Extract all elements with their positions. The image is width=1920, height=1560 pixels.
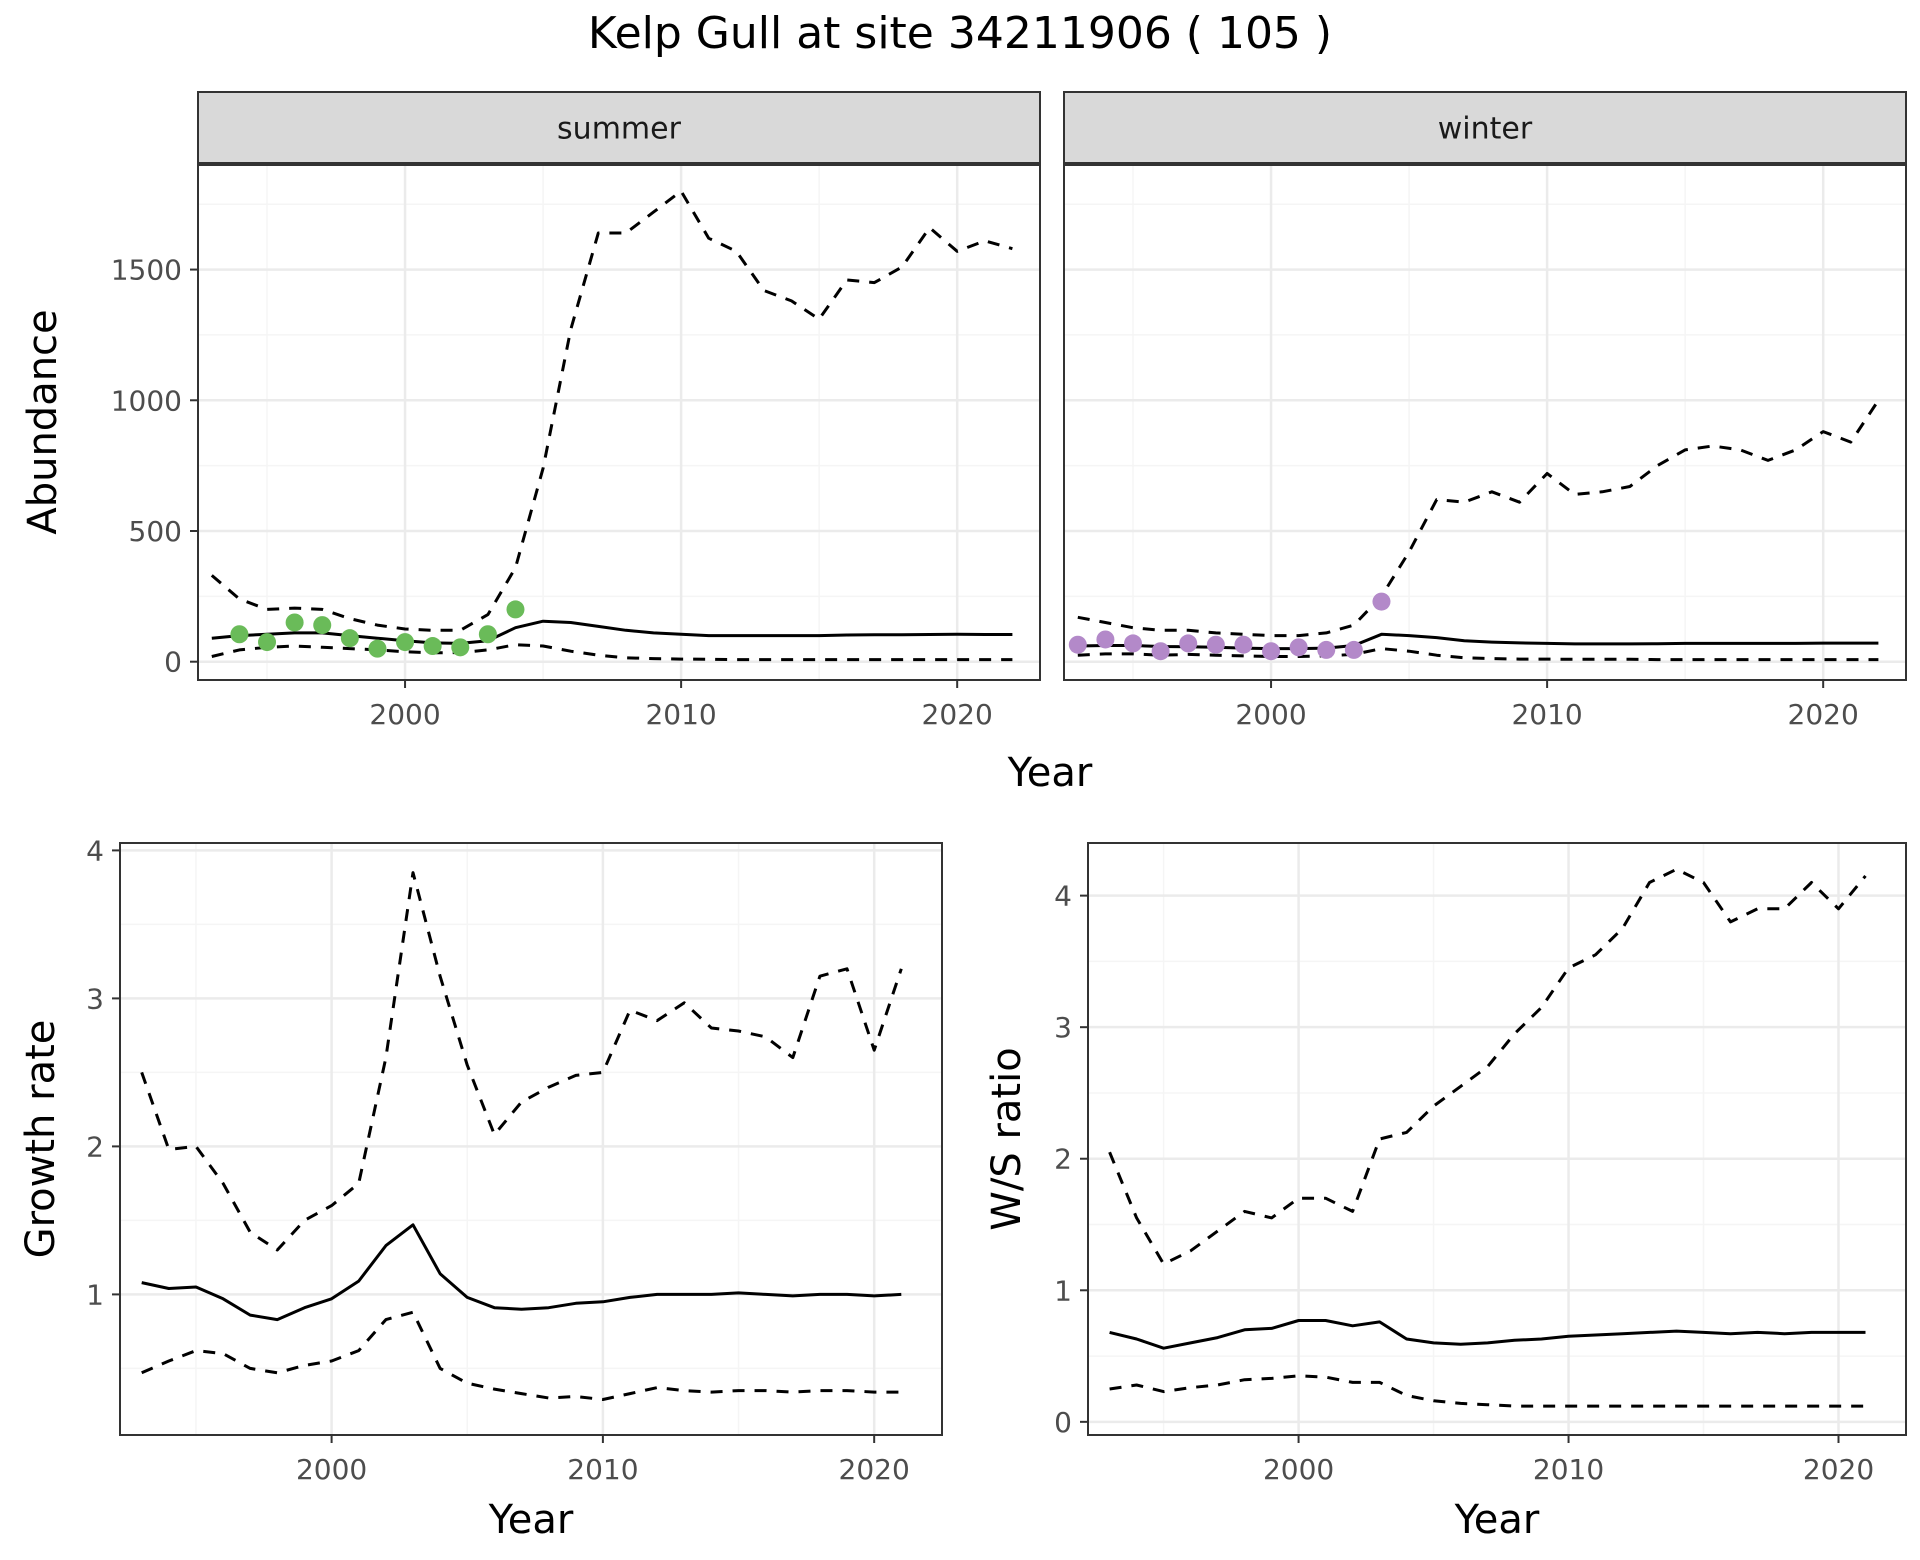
series-line-upper <box>1077 399 1880 638</box>
data-point <box>1344 640 1363 659</box>
x-tick-label: 2020 <box>1788 698 1859 731</box>
chart-panel-0: summer 2000 2010 2020 0 500 1000 1500 <box>111 91 1041 731</box>
y-axis-title-growth: Growth rate <box>18 1020 64 1259</box>
x-tick-label: 2000 <box>369 698 440 731</box>
panel-background <box>198 165 1040 680</box>
series-line-estimate <box>141 1223 902 1322</box>
facet-strip <box>1063 91 1907 164</box>
series-line-lower <box>1077 647 1879 662</box>
data-point <box>340 629 359 648</box>
data-point <box>1262 642 1281 661</box>
chart-panel-3: 2000 2010 2020 0 1 2 3 4 <box>1054 842 1907 1486</box>
data-point <box>1206 635 1225 654</box>
x-axis-title-top: Year <box>1007 750 1093 796</box>
data-point <box>506 600 525 619</box>
data-point <box>423 637 442 656</box>
data-point <box>1096 630 1115 649</box>
data-point <box>1068 635 1087 654</box>
x-tick-label: 2020 <box>839 1453 910 1486</box>
y-tick-label: 3 <box>1054 1011 1072 1044</box>
data-point <box>258 633 277 652</box>
data-point <box>313 616 332 635</box>
data-point <box>1289 638 1308 657</box>
panel-background <box>120 843 942 1435</box>
y-tick-label: 4 <box>86 834 104 867</box>
series-line-lower <box>1109 1374 1866 1408</box>
y-tick-label: 1500 <box>111 254 182 287</box>
panel-border <box>119 842 943 1436</box>
facet-strip <box>197 91 1041 164</box>
data-point <box>1151 642 1170 661</box>
axis-titles: Year Abundance Year Growth rate Year W/S rati… <box>18 309 1540 1543</box>
figure-title: Kelp Gull at site 34211906 ( 105 ) <box>588 8 1332 59</box>
panel-background <box>1064 165 1906 680</box>
y-tick-label: 3 <box>86 982 104 1015</box>
x-tick-label: 2000 <box>296 1453 367 1486</box>
y-tick-label: 1 <box>1054 1274 1072 1307</box>
x-tick-label: 2000 <box>1235 698 1306 731</box>
y-tick-label: 1 <box>86 1278 104 1311</box>
panel-background <box>1088 843 1906 1435</box>
y-tick-label: 0 <box>1054 1406 1072 1439</box>
panel-border <box>197 164 1041 681</box>
facet-label: summer <box>557 112 682 147</box>
x-tick-label: 2010 <box>567 1453 638 1486</box>
facet-label: winter <box>1438 112 1533 147</box>
x-tick-label: 2020 <box>1803 1453 1874 1486</box>
y-tick-label: 500 <box>129 515 182 548</box>
x-tick-label: 2010 <box>645 698 716 731</box>
x-tick-label: 2010 <box>1511 698 1582 731</box>
y-axis-title-ratio: W/S ratio <box>984 1047 1030 1230</box>
data-point <box>285 613 304 632</box>
data-point <box>1317 640 1336 659</box>
y-tick-label: 4 <box>1054 880 1072 913</box>
data-point <box>230 625 249 644</box>
data-point <box>368 639 387 658</box>
x-tick-label: 2020 <box>922 698 993 731</box>
series-line-lower <box>141 1310 902 1401</box>
y-axis-title-abundance: Abundance <box>20 309 66 534</box>
data-point <box>478 625 497 644</box>
y-tick-label: 1000 <box>111 384 182 417</box>
x-tick-label: 2000 <box>1263 1453 1334 1486</box>
series-line-upper <box>210 189 1013 632</box>
panel-border <box>1087 842 1907 1436</box>
series-line-estimate <box>1109 1319 1866 1350</box>
chart-panel-2: 2000 2010 2020 1 2 3 4 <box>86 834 943 1486</box>
panels: summer 2000 2010 2020 0 500 1000 1500 winter 2000… <box>18 91 1907 1543</box>
series-line-upper <box>140 871 903 1252</box>
x-axis-title-ratio: Year <box>1454 1497 1540 1543</box>
data-point <box>451 638 470 657</box>
x-axis-title-growth: Year <box>488 1497 574 1543</box>
data-point <box>1372 592 1391 611</box>
panel-border <box>1063 164 1907 681</box>
y-tick-label: 2 <box>1054 1143 1072 1176</box>
y-tick-label: 2 <box>86 1130 104 1163</box>
chart-panel-1: winter 2000 2010 2020 <box>1063 91 1907 731</box>
y-tick-label: 0 <box>164 646 182 679</box>
data-point <box>1234 635 1253 654</box>
series-line-lower <box>211 643 1013 662</box>
data-point <box>396 633 415 652</box>
data-point <box>1124 634 1143 653</box>
data-point <box>1179 634 1198 653</box>
x-tick-label: 2010 <box>1533 1453 1604 1486</box>
